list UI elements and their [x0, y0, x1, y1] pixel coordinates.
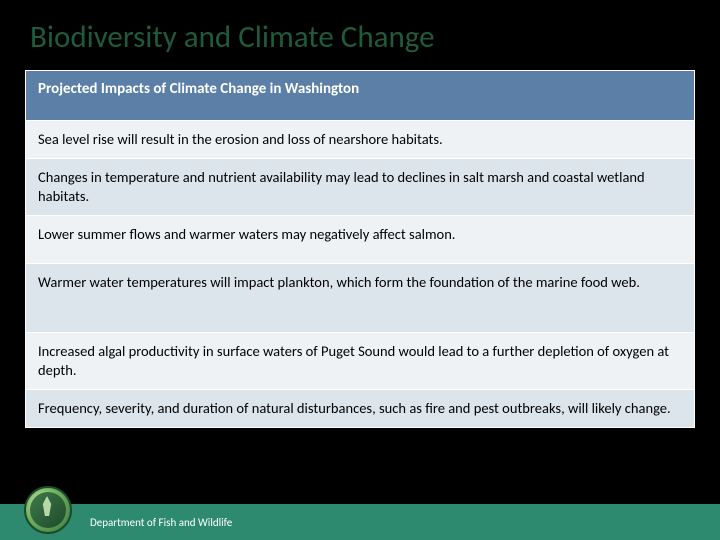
slide-title: Biodiversity and Climate Change	[30, 18, 690, 56]
footer-text: Department of Fish and Wildlife	[90, 516, 232, 529]
impacts-table: Projected Impacts of Climate Change in W…	[25, 70, 695, 428]
footer-bar: Department of Fish and Wildlife	[0, 504, 720, 540]
title-area: Biodiversity and Climate Change	[0, 0, 720, 70]
table-row: Changes in temperature and nutrient avai…	[25, 159, 695, 216]
table-row: Warmer water temperatures will impact pl…	[25, 264, 695, 333]
table-row: Lower summer flows and warmer waters may…	[25, 216, 695, 265]
table-row: Sea level rise will result in the erosio…	[25, 121, 695, 159]
agency-logo	[24, 486, 72, 534]
logo-inner-icon	[30, 492, 66, 528]
table-header: Projected Impacts of Climate Change in W…	[25, 70, 695, 121]
table-row: Frequency, severity, and duration of nat…	[25, 390, 695, 428]
table-row: Increased algal productivity in surface …	[25, 333, 695, 390]
